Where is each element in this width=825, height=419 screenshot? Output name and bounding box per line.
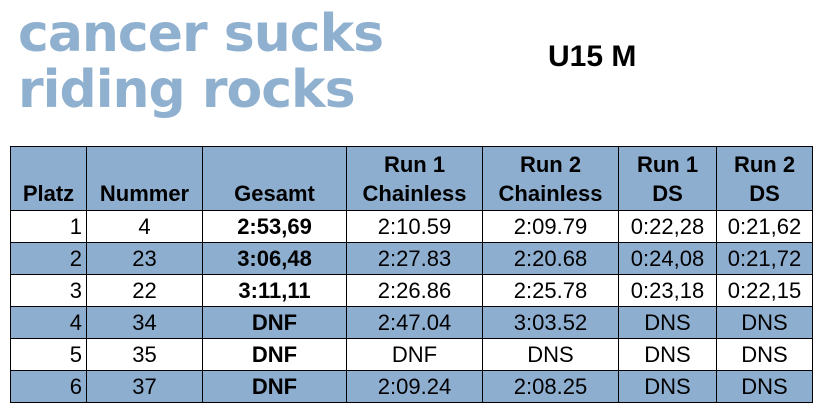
cell-nummer: 23 [86,242,203,275]
header-label-top: Run 2 [519,152,582,177]
cell-gesamt: DNF [202,370,347,403]
cell-run2-chainless: DNS [482,338,619,371]
header-gesamt: Gesamt [202,146,347,211]
cell-gesamt: DNF [202,306,347,339]
cell-run2-ds: 0:22,15 [716,274,813,307]
cell-run1-ds: DNS [618,370,717,403]
table-row: 2 23 3:06,48 2:27.83 2:20.68 0:24,08 0:2… [10,242,813,275]
header-label-top: Run 1 [383,152,446,177]
cell-run2-ds: 0:21,72 [716,242,813,275]
cell-nummer: 4 [86,210,203,243]
cell-gesamt: 3:06,48 [202,242,347,275]
cell-run2-ds: 0:21,62 [716,210,813,243]
cell-run2-chainless: 2:09.79 [482,210,619,243]
cell-run2-ds: DNS [716,338,813,371]
header-label: Nummer [99,181,190,206]
cell-run2-ds: DNS [716,306,813,339]
header-label-top: Run 1 [636,152,699,177]
results-body: 1 4 2:53,69 2:10.59 2:09.79 0:22,28 0:21… [10,210,813,403]
cell-run1-chainless: 2:26.86 [346,274,483,307]
cell-run1-chainless: 2:27.83 [346,242,483,275]
category-title: U15 M [548,40,637,73]
cell-run2-chainless: 3:03.52 [482,306,619,339]
header-label: Gesamt [234,181,315,206]
cell-run1-chainless: 2:10.59 [346,210,483,243]
cell-platz: 2 [10,242,87,275]
table-row: 5 35 DNF DNF DNS DNS DNS [10,338,813,371]
cell-nummer: 35 [86,338,203,371]
header-label: Chainless [498,181,603,206]
header-run1-chainless: Run 1 Chainless [346,146,483,211]
cell-nummer: 34 [86,306,203,339]
results-table: Platz Nummer Gesamt Run 1 Chainless Run 2… [10,146,813,403]
header-label: DS [749,181,780,206]
cell-platz: 1 [10,210,87,243]
cell-run1-ds: DNS [618,306,717,339]
cell-run1-chainless: 2:47.04 [346,306,483,339]
cell-platz: 6 [10,370,87,403]
cell-platz: 3 [10,274,87,307]
cell-run2-chainless: 2:25.78 [482,274,619,307]
cell-nummer: 37 [86,370,203,403]
results-header: Platz Nummer Gesamt Run 1 Chainless Run 2… [10,146,813,211]
table-row: 1 4 2:53,69 2:10.59 2:09.79 0:22,28 0:21… [10,210,813,243]
cell-run1-chainless: 2:09.24 [346,370,483,403]
cell-run2-chainless: 2:20.68 [482,242,619,275]
header-row: Platz Nummer Gesamt Run 1 Chainless Run 2… [10,146,813,211]
logo-line-1: cancer sucks [18,4,384,64]
cell-run2-ds: DNS [716,370,813,403]
header-run1-ds: Run 1 DS [618,146,717,211]
header-label: Chainless [362,181,467,206]
cell-gesamt: DNF [202,338,347,371]
table-row: 4 34 DNF 2:47.04 3:03.52 DNS DNS [10,306,813,339]
header-platz: Platz [10,146,87,211]
cell-gesamt: 3:11,11 [202,274,347,307]
cell-run1-ds: DNS [618,338,717,371]
header-nummer: Nummer [86,146,203,211]
header-label-top: Run 2 [733,152,796,177]
cell-run1-ds: 0:22,28 [618,210,717,243]
logo: cancer sucks riding rocks [18,4,384,120]
cell-run1-ds: 0:23,18 [618,274,717,307]
header-run2-ds: Run 2 DS [716,146,813,211]
cell-run2-chainless: 2:08.25 [482,370,619,403]
header-label: Platz [22,181,75,206]
cell-run1-chainless: DNF [346,338,483,371]
cell-nummer: 22 [86,274,203,307]
table-row: 3 22 3:11,11 2:26.86 2:25.78 0:23,18 0:2… [10,274,813,307]
cell-run1-ds: 0:24,08 [618,242,717,275]
table-row: 6 37 DNF 2:09.24 2:08.25 DNS DNS [10,370,813,403]
header-run2-chainless: Run 2 Chainless [482,146,619,211]
header-label: DS [652,181,683,206]
cell-platz: 4 [10,306,87,339]
logo-line-2: riding rocks [18,60,356,120]
cell-gesamt: 2:53,69 [202,210,347,243]
cell-platz: 5 [10,338,87,371]
